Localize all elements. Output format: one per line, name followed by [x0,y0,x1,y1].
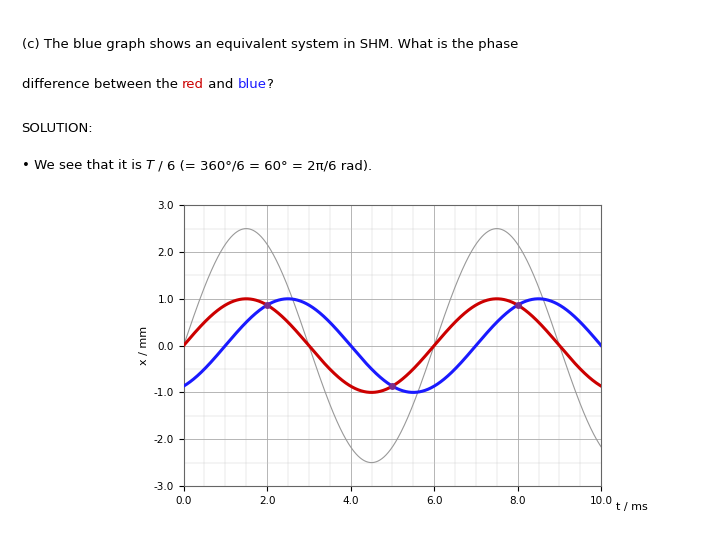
Text: (c) The blue graph shows an equivalent system in SHM. What is the phase: (c) The blue graph shows an equivalent s… [22,38,518,51]
Text: and: and [204,78,238,91]
Text: blue: blue [238,78,266,91]
Text: t / ms: t / ms [616,502,647,512]
Text: SOLUTION:: SOLUTION: [22,122,93,134]
Text: • We see that it is: • We see that it is [22,159,145,172]
Text: / 6 (= 360°/6 = 60° = 2π/6 rad).: / 6 (= 360°/6 = 60° = 2π/6 rad). [154,159,372,172]
Text: T: T [145,159,154,172]
Text: ?: ? [266,78,274,91]
Text: difference between the: difference between the [22,78,182,91]
Y-axis label: x / mm: x / mm [140,326,150,365]
Text: red: red [182,78,204,91]
